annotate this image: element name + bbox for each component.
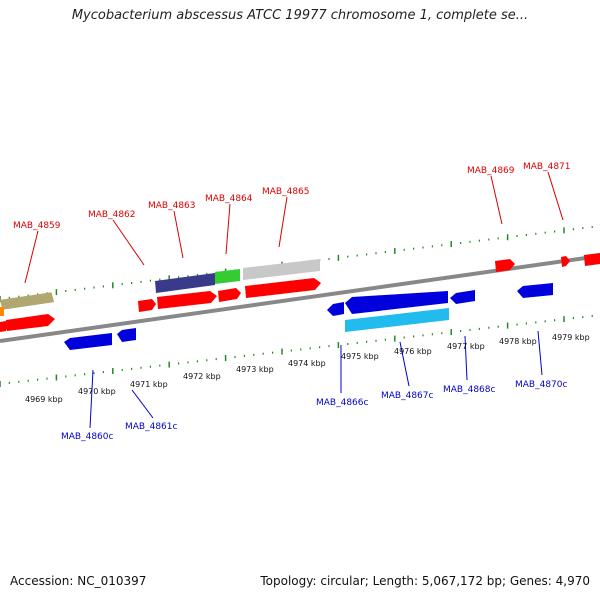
gene-arrow[interactable] [561,256,570,267]
gene-label-mab-4869[interactable]: MAB_4869 [467,166,515,176]
gene-arrow[interactable] [243,259,320,280]
kbp-scale: 4969 kbp 4970 kbp 4971 kbp 4972 kbp 4973… [25,333,590,404]
forward-tick-row [0,225,593,302]
gene-arrow[interactable] [157,291,217,309]
leader-line [278,196,288,248]
kbp-label: 4974 kbp [288,359,326,368]
gene-label-mab-4860c[interactable]: MAB_4860c [61,432,114,442]
kbp-label: 4977 kbp [447,342,485,351]
leader-line [225,203,231,255]
gene-label-mab-4870c[interactable]: MAB_4870c [515,380,568,390]
gene-label-mab-4861c[interactable]: MAB_4861c [125,422,178,432]
kbp-label: 4979 kbp [552,333,590,342]
gene-arrow[interactable] [327,302,344,316]
gene-arrow[interactable] [584,253,600,266]
gene-arrow[interactable] [64,333,112,350]
reverse-genes [64,283,553,350]
leader-line [399,341,410,387]
forward-labels: MAB_4859 MAB_4862 MAB_4863 MAB_4864 MAB_… [13,162,571,284]
leader-line [464,335,468,381]
gene-arrow[interactable] [138,299,156,312]
leader-line [112,219,145,266]
reverse-tick-row [0,314,593,387]
gene-label-mab-4864[interactable]: MAB_4864 [205,194,253,204]
gene-label-mab-4866c[interactable]: MAB_4866c [316,398,369,408]
gene-label-mab-4859[interactable]: MAB_4859 [13,221,61,231]
kbp-label: 4972 kbp [183,372,221,381]
gene-label-mab-4871[interactable]: MAB_4871 [523,162,571,172]
kbp-label: 4973 kbp [236,365,274,374]
gene-arrow[interactable] [215,269,240,284]
gene-arrow[interactable] [6,314,55,331]
leader-line [547,171,564,221]
accession-text: Accession: NC_010397 [10,574,147,588]
reverse-labels: MAB_4860c MAB_4861c MAB_4866c MAB_4867c … [61,330,568,442]
leader-line [131,389,154,419]
gene-arrow[interactable] [345,308,449,332]
gene-label-mab-4862[interactable]: MAB_4862 [88,210,136,220]
map-title: Mycobacterium abscessus ATCC 19977 chrom… [71,8,529,23]
gene-arrow[interactable] [155,273,215,293]
kbp-label: 4975 kbp [341,352,379,361]
gene-arrow[interactable] [117,328,136,342]
topology-text: Topology: circular; Length: 5,067,172 bp… [260,574,590,588]
kbp-label: 4978 kbp [499,337,537,346]
gene-label-mab-4865[interactable]: MAB_4865 [262,187,310,197]
gene-arrow[interactable] [0,321,8,332]
leader-line [89,369,94,429]
gene-arrow[interactable] [345,291,448,314]
forward-genes [0,253,600,332]
gene-arrow[interactable] [0,292,55,310]
gene-label-mab-4868c[interactable]: MAB_4868c [443,385,496,395]
gene-label-mab-4867c[interactable]: MAB_4867c [381,391,434,401]
gene-arrow[interactable] [517,283,553,298]
leader-line [24,230,39,284]
kbp-label: 4971 kbp [130,380,168,389]
kbp-label: 4970 kbp [78,387,116,396]
gene-arrow[interactable] [495,259,515,272]
gene-arrow[interactable] [245,278,321,298]
leader-line [173,210,184,259]
kbp-label: 4969 kbp [25,395,63,404]
gene-label-mab-4863[interactable]: MAB_4863 [148,201,196,211]
gene-arrow[interactable] [218,288,241,302]
kbp-label: 4976 kbp [394,347,432,356]
gene-arrow[interactable] [450,290,475,304]
gene-arrow[interactable] [0,307,4,316]
leader-line [537,330,543,376]
leader-line [490,175,503,225]
